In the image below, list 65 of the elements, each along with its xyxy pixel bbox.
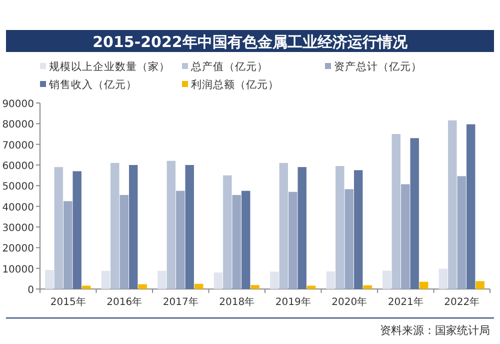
bar	[166, 160, 176, 289]
bar	[466, 124, 476, 289]
bar	[363, 285, 372, 289]
bar	[392, 134, 401, 289]
x-tick-label: 2020年	[332, 296, 368, 308]
bar	[120, 194, 128, 289]
y-tick-label: 10000	[2, 264, 34, 276]
bar	[54, 167, 64, 289]
bar	[232, 194, 241, 289]
bar	[214, 272, 223, 289]
bar	[138, 284, 147, 289]
bar	[457, 176, 466, 289]
bar	[241, 190, 250, 289]
bar	[288, 192, 298, 289]
bar	[45, 270, 54, 289]
legend-label: 总产值（亿元）	[190, 60, 268, 73]
bar	[354, 170, 363, 289]
x-tick-label: 2018年	[219, 296, 255, 308]
bar	[72, 171, 82, 289]
y-tick-label: 60000	[2, 161, 34, 172]
bar	[448, 120, 457, 289]
bar	[194, 284, 204, 289]
bar	[279, 162, 288, 289]
y-tick-label: 20000	[2, 244, 34, 255]
legend-label: 资产总计（亿元）	[334, 60, 422, 73]
bar	[158, 270, 166, 289]
bar	[306, 286, 316, 289]
legend-label: 规模以上企业数量（家）	[49, 60, 170, 73]
x-tick-label: 2016年	[106, 296, 142, 308]
bar	[64, 201, 72, 289]
bar	[223, 175, 232, 289]
y-tick-label: 30000	[2, 223, 34, 234]
bar	[382, 270, 392, 289]
text: 资料来源：国家统计局	[380, 324, 490, 337]
x-tick-label: 2021年	[388, 296, 424, 308]
bar	[128, 165, 138, 289]
bar	[250, 285, 260, 289]
chart-title: 2015-2022年中国有色金属工业经济运行情况	[92, 33, 408, 51]
bar	[344, 189, 354, 289]
bar	[101, 270, 110, 289]
x-tick-label: 2017年	[162, 296, 198, 308]
bar	[176, 190, 185, 289]
y-tick-label: 70000	[2, 140, 34, 152]
bar	[185, 165, 194, 289]
x-tick-label: 2019年	[275, 296, 311, 308]
legend-label: 利润总额（亿元）	[191, 78, 279, 91]
bar	[401, 184, 410, 289]
x-tick-label: 2022年	[444, 296, 480, 308]
x-tick-label: 2015年	[50, 296, 86, 308]
bar	[410, 138, 419, 289]
y-tick-label: 40000	[2, 202, 34, 214]
bar	[476, 281, 484, 289]
bar	[82, 286, 91, 289]
y-tick-label: 50000	[2, 182, 34, 193]
bar	[326, 271, 336, 289]
bar	[419, 282, 428, 289]
y-tick-label: 90000	[2, 99, 34, 110]
legend-label: 销售收入（亿元）	[48, 78, 137, 91]
bar	[336, 166, 344, 289]
bar	[438, 268, 448, 289]
bar	[270, 272, 279, 289]
y-tick-label: 80000	[2, 120, 34, 131]
y-tick-label: 0	[28, 285, 34, 296]
bar	[110, 162, 120, 289]
bar	[298, 167, 306, 289]
